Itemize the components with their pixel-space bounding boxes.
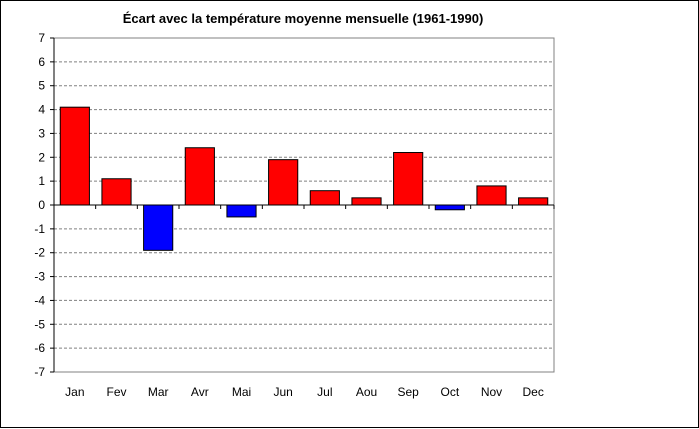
y-tick-label: -1 <box>34 222 45 236</box>
bar-dec <box>518 197 549 206</box>
bar-jun <box>268 159 299 206</box>
x-tick-label: Fev <box>106 385 126 399</box>
y-tick-label: -6 <box>34 341 45 355</box>
y-tick-label: 2 <box>38 150 45 164</box>
bar-jul <box>309 190 340 206</box>
bar-mai <box>226 204 257 218</box>
y-tick-label: 1 <box>38 174 45 188</box>
y-tick-label: 3 <box>38 126 45 140</box>
axes <box>50 37 555 373</box>
y-tick-label: -4 <box>34 293 45 307</box>
y-tick-label: -3 <box>34 270 45 284</box>
y-tick-label: 5 <box>38 79 45 93</box>
bar-fev <box>101 178 132 206</box>
bars <box>59 106 549 251</box>
x-tick-label: Nov <box>481 385 502 399</box>
y-tick-labels: 7 6 5 4 3 2 1 0 -1 -2 -3 -4 -5 -6 -7 <box>34 31 45 379</box>
x-tick-label: Aou <box>356 385 377 399</box>
y-tick-label: -7 <box>34 365 45 379</box>
bar-oct <box>434 204 465 211</box>
x-tick-label: Mar <box>148 385 169 399</box>
bar-aou <box>351 197 382 206</box>
x-tick-label: Avr <box>191 385 209 399</box>
x-tick-label: Jun <box>273 385 292 399</box>
x-tick-label: Dec <box>522 385 543 399</box>
y-tick-label: 7 <box>38 31 45 45</box>
bar-mar <box>143 204 174 251</box>
x-tick-label: Jan <box>65 385 84 399</box>
y-tick-label: 6 <box>38 55 45 69</box>
x-tick-label: Sep <box>397 385 419 399</box>
x-tick-label: Jul <box>317 385 332 399</box>
y-tick-label: -2 <box>34 246 45 260</box>
bar-avr <box>184 147 215 206</box>
bar-sep <box>393 152 424 206</box>
y-tick-label: 4 <box>38 103 45 117</box>
x-tick-labels: Jan Fev Mar Avr Mai Jun Jul Aou Sep Oct Nov Dec <box>65 385 544 399</box>
bar-nov <box>476 185 507 206</box>
y-tick-label: -5 <box>34 317 45 331</box>
x-tick-label: Mai <box>232 385 251 399</box>
y-tick-label: 0 <box>38 198 45 212</box>
chart-title: Écart avec la température moyenne mensue… <box>123 11 484 26</box>
x-tick-label: Oct <box>440 385 459 399</box>
bar-jan <box>59 106 90 206</box>
